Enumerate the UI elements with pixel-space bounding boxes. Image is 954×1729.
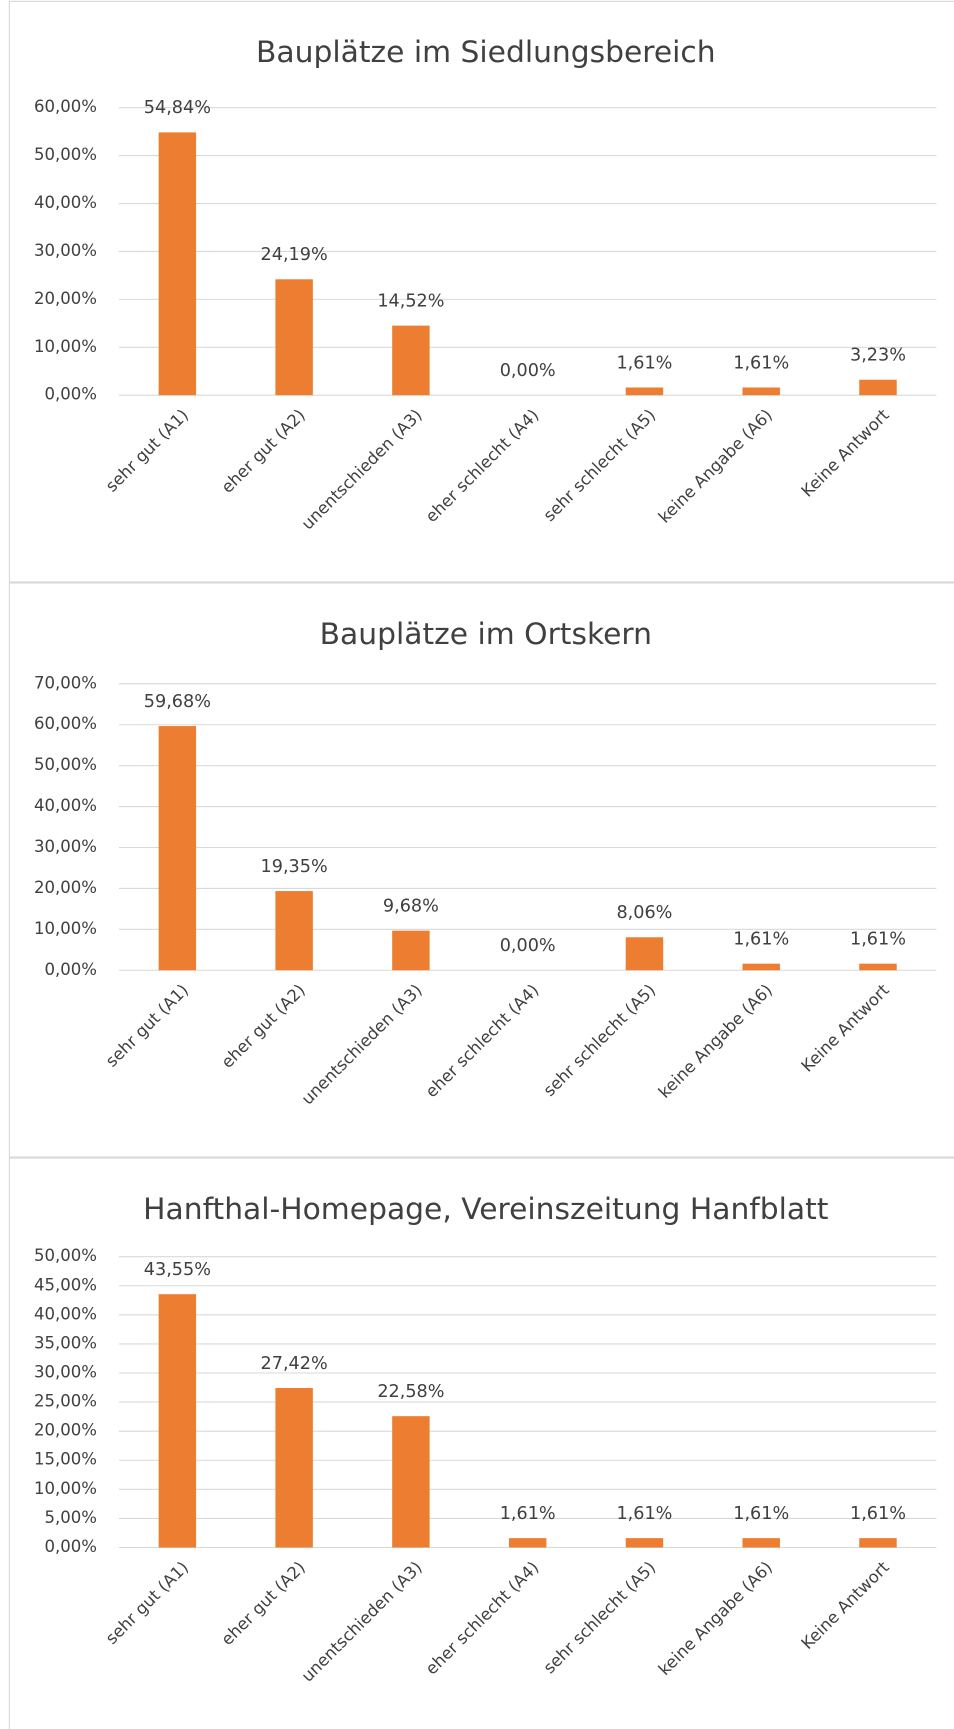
y-tick-label: 30,00% xyxy=(34,837,97,856)
bar xyxy=(625,387,664,396)
y-tick-label: 0,00% xyxy=(44,1537,96,1556)
bar xyxy=(158,726,197,971)
y-tick-label: 60,00% xyxy=(34,97,97,116)
value-label: 1,61% xyxy=(616,353,672,373)
y-tick-label: 50,00% xyxy=(34,755,97,774)
y-tick-label: 15,00% xyxy=(34,1450,97,1469)
x-tick-label: keine Angabe (A6) xyxy=(655,405,776,526)
value-label: 27,42% xyxy=(261,1354,328,1374)
value-label: 9,68% xyxy=(383,896,439,916)
y-tick-label: 45,00% xyxy=(34,1275,97,1294)
x-tick-label: sehr schlecht (A5) xyxy=(540,1558,660,1678)
value-label: 1,61% xyxy=(616,1504,672,1524)
chart-title: Bauplätze im Siedlungsbereich xyxy=(256,35,716,70)
y-tick-label: 20,00% xyxy=(34,289,97,308)
y-tick-label: 5,00% xyxy=(44,1508,96,1527)
value-label: 19,35% xyxy=(261,857,328,877)
value-label: 0,00% xyxy=(500,361,556,381)
panel-border xyxy=(8,1157,954,1729)
x-tick-label: Keine Antwort xyxy=(798,980,894,1076)
value-label: 1,61% xyxy=(500,1504,556,1524)
y-tick-label: 50,00% xyxy=(34,1246,97,1265)
bar xyxy=(859,1538,897,1548)
value-label: 59,68% xyxy=(144,692,211,712)
x-tick-label: eher schlecht (A4) xyxy=(422,405,543,526)
x-tick-label: sehr gut (A1) xyxy=(102,980,192,1070)
value-label: 0,00% xyxy=(500,936,556,956)
value-label: 54,84% xyxy=(144,98,211,118)
bar xyxy=(625,1538,664,1548)
y-tick-label: 0,00% xyxy=(44,385,96,404)
bar xyxy=(392,930,430,971)
value-label: 22,58% xyxy=(377,1382,444,1402)
bar xyxy=(158,1294,197,1548)
y-tick-label: 0,00% xyxy=(44,960,96,979)
x-tick-label: eher gut (A2) xyxy=(218,980,309,1071)
y-tick-label: 10,00% xyxy=(34,919,97,938)
bar xyxy=(625,937,664,971)
bar xyxy=(859,379,897,396)
y-tick-label: 70,00% xyxy=(34,673,97,692)
value-label: 1,61% xyxy=(733,353,789,373)
x-tick-label: sehr schlecht (A5) xyxy=(540,980,660,1100)
y-tick-label: 40,00% xyxy=(34,193,97,212)
value-label: 3,23% xyxy=(850,345,906,365)
x-tick-label: eher gut (A2) xyxy=(218,1558,309,1649)
bar xyxy=(392,325,430,396)
value-label: 1,61% xyxy=(733,1504,789,1524)
y-tick-label: 60,00% xyxy=(34,714,97,733)
x-tick-label: keine Angabe (A6) xyxy=(655,980,776,1101)
x-tick-label: eher gut (A2) xyxy=(218,405,309,496)
y-tick-label: 40,00% xyxy=(34,1304,97,1323)
value-label: 24,19% xyxy=(261,245,328,265)
bar xyxy=(275,279,313,396)
chart-title: Bauplätze im Ortskern xyxy=(320,617,652,652)
bar xyxy=(742,963,780,971)
panel-border xyxy=(8,0,954,583)
bar xyxy=(508,1538,547,1548)
x-tick-label: keine Angabe (A6) xyxy=(655,1558,776,1679)
y-tick-label: 50,00% xyxy=(34,145,97,164)
y-tick-label: 30,00% xyxy=(34,241,97,260)
x-tick-label: Keine Antwort xyxy=(798,1557,894,1653)
x-tick-label: unentschieden (A3) xyxy=(298,405,426,533)
value-label: 8,06% xyxy=(616,903,672,923)
y-tick-label: 40,00% xyxy=(34,796,97,815)
value-label: 43,55% xyxy=(144,1260,211,1280)
bar xyxy=(742,387,780,396)
bar xyxy=(742,1538,780,1548)
y-tick-label: 35,00% xyxy=(34,1333,97,1352)
y-tick-label: 10,00% xyxy=(34,1479,97,1498)
x-tick-label: unentschieden (A3) xyxy=(298,1558,426,1686)
y-tick-label: 20,00% xyxy=(34,878,97,897)
x-tick-label: sehr gut (A1) xyxy=(102,405,192,495)
value-label: 1,61% xyxy=(733,929,789,949)
x-tick-label: unentschieden (A3) xyxy=(298,980,426,1108)
y-tick-label: 20,00% xyxy=(34,1421,97,1440)
y-tick-label: 25,00% xyxy=(34,1392,97,1411)
chart-title: Hanfthal-Homepage, Vereinszeitung Hanfbl… xyxy=(143,1192,828,1227)
bar xyxy=(158,132,197,396)
value-label: 1,61% xyxy=(850,1504,906,1524)
y-tick-label: 10,00% xyxy=(34,337,97,356)
y-tick-label: 30,00% xyxy=(34,1363,97,1382)
bar xyxy=(859,963,897,971)
panel-border xyxy=(8,582,954,1158)
x-tick-label: eher schlecht (A4) xyxy=(422,1558,543,1679)
x-tick-label: eher schlecht (A4) xyxy=(422,980,543,1101)
value-label: 1,61% xyxy=(850,929,906,949)
bar xyxy=(275,1388,313,1548)
bar xyxy=(275,891,313,971)
x-tick-label: sehr gut (A1) xyxy=(102,1558,192,1648)
x-tick-label: sehr schlecht (A5) xyxy=(540,405,660,525)
bar xyxy=(392,1416,430,1548)
x-tick-label: Keine Antwort xyxy=(798,405,894,501)
value-label: 14,52% xyxy=(377,291,444,311)
